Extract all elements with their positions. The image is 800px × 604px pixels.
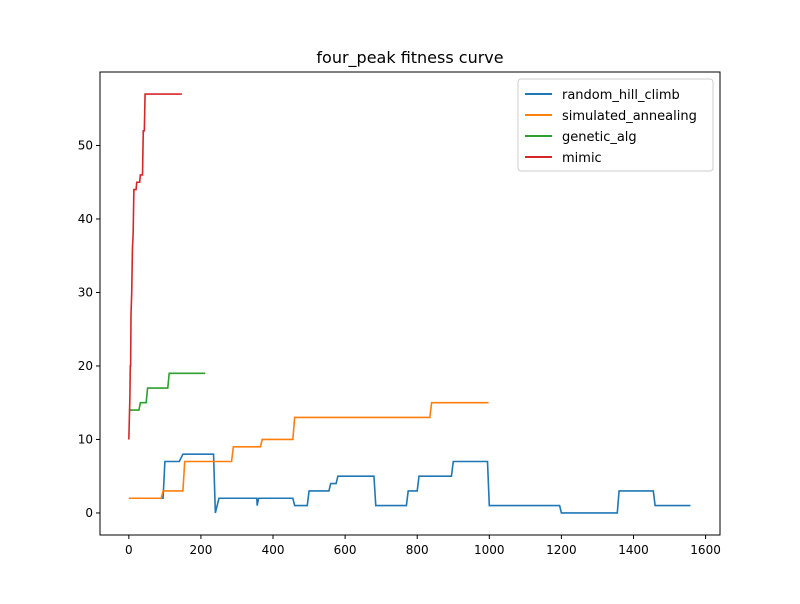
x-tick-label: 1400	[618, 543, 649, 557]
y-tick-label: 30	[78, 285, 93, 299]
x-tick-label: 800	[406, 543, 429, 557]
series-line-simulated-annealing	[128, 401, 489, 500]
legend-label-mimic: mimic	[562, 151, 602, 166]
legend-label-random-hill-climb: random_hill_climb	[562, 88, 680, 103]
x-tick-label: 400	[262, 543, 285, 557]
legend-box	[517, 78, 714, 172]
y-tick-label: 0	[85, 506, 93, 520]
x-tick-label: 200	[189, 543, 212, 557]
legend-label-simulated-annealing: simulated_annealing	[562, 109, 697, 124]
series-line-genetic-alg	[128, 372, 206, 411]
series-layer	[128, 93, 691, 514]
x-tick-label: 1200	[546, 543, 577, 557]
axes-layer: 0 200 400 600 800 1000 1200 1400 1600 0 10 20 30 40 50	[78, 71, 721, 557]
chart-title: four_peak fitness curve	[316, 48, 503, 68]
plot-frame	[99, 71, 721, 536]
series-line-random-hill-climb	[128, 453, 691, 514]
y-tick-label: 50	[78, 138, 93, 152]
y-tick-label: 10	[78, 432, 93, 446]
x-tick-label: 1000	[474, 543, 505, 557]
y-tick-label: 20	[78, 359, 93, 373]
x-tick-label: 600	[334, 543, 357, 557]
legend: random_hill_climb simulated_annealinggene…	[517, 78, 714, 172]
y-tick-label: 40	[78, 212, 93, 226]
series-line-mimic	[128, 93, 182, 440]
x-tick-label: 0	[125, 543, 133, 557]
legend-label-genetic-alg: genetic_alg	[562, 130, 637, 145]
x-tick-label: 1600	[690, 543, 721, 557]
